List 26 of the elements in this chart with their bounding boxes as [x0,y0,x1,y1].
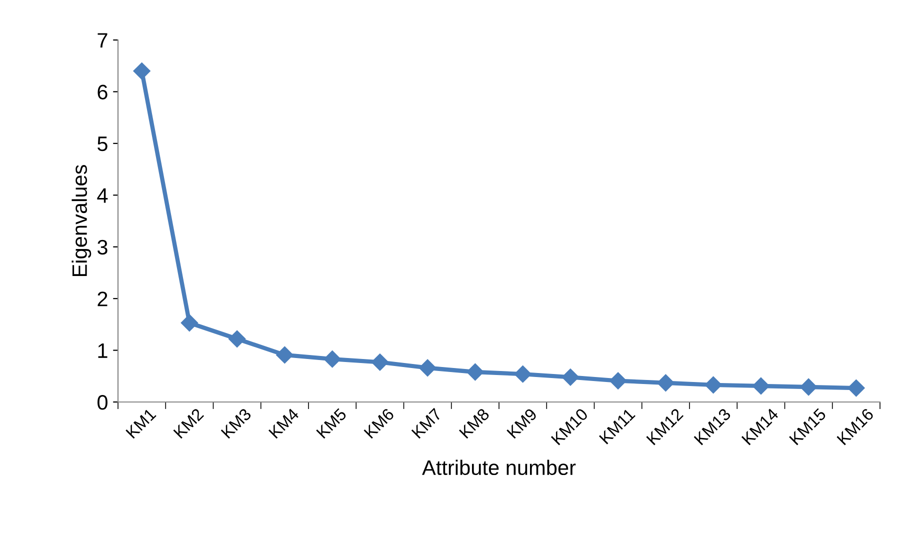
point [419,359,436,376]
y-tick-label: 3 [97,240,108,255]
point [704,376,722,394]
point [752,377,770,395]
y-tick-label: 7 [98,33,108,48]
point [180,314,198,332]
y-tick-label: 5 [98,136,108,152]
point [276,346,294,364]
point [562,368,579,386]
point [228,330,246,348]
point [800,378,818,396]
point [324,350,341,368]
y-tick-label: 2 [98,292,108,306]
y-tick-label: 4 [97,188,108,203]
point [657,374,674,392]
x-axis-title: Attribute number [422,460,576,476]
point [514,366,532,383]
point [848,379,865,397]
y-tick-label: 1 [98,344,108,358]
point [371,354,388,371]
point [466,363,484,381]
y-tick-label: 0 [98,395,108,410]
point [610,372,627,390]
y-tick-label: 6 [98,84,108,100]
y-axis-title: Eigenvalues [72,164,92,276]
point [133,62,150,80]
